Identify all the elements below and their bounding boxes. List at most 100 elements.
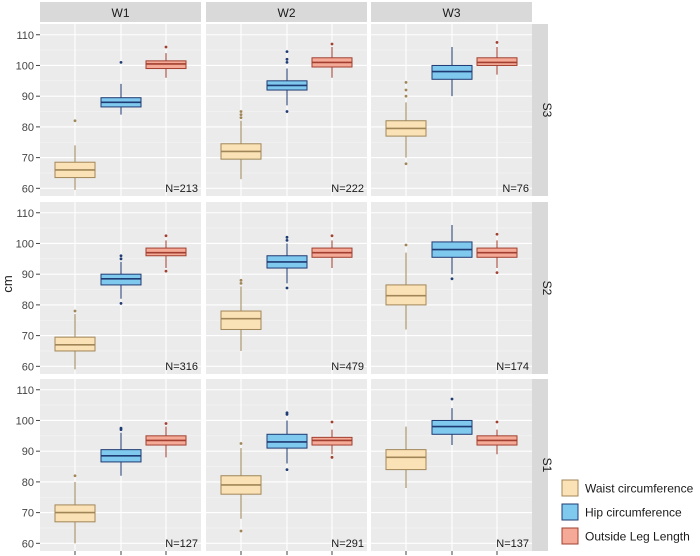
box-hip-circumference — [431, 47, 473, 97]
y-tick-label: 80 — [22, 122, 34, 134]
y-tick-label: 80 — [22, 477, 34, 489]
y-tick-label: 100 — [16, 415, 34, 427]
box-iqr — [385, 449, 427, 471]
outlier-point — [239, 110, 243, 113]
strip-background — [530, 202, 548, 374]
box-waist-circumference — [385, 80, 427, 166]
box-outside-leg-length — [145, 422, 187, 458]
box-waist-circumference — [54, 474, 96, 544]
outlier-point — [119, 301, 123, 305]
column-strip-w3: W3 — [371, 2, 532, 22]
outlier-point — [164, 45, 168, 49]
row-strip-s3: S3 — [530, 24, 554, 196]
column-strip-label: W3 — [443, 6, 461, 20]
box-waist-circumference — [54, 119, 96, 190]
panel-s3-w1: N=213 — [40, 24, 201, 196]
outlier-point — [404, 243, 408, 247]
legend-label: Outside Leg Length — [585, 530, 690, 544]
legend-item: Outside Leg Length — [561, 527, 690, 545]
outlier-point — [285, 238, 289, 242]
legend-label: Waist circumference — [585, 482, 694, 496]
box-outside-leg-length — [311, 234, 353, 269]
box-iqr — [220, 310, 262, 330]
box-waist-circumference — [54, 309, 96, 370]
y-tick-label: 110 — [16, 208, 34, 220]
box-waist-circumference — [220, 442, 262, 533]
y-tick-label: 70 — [22, 331, 34, 343]
sample-size-label: N=127 — [165, 538, 198, 550]
y-tick-label: 100 — [16, 238, 34, 250]
y-tick-label: 90 — [22, 446, 34, 458]
panel-s2-w2: N=479 — [206, 202, 367, 374]
outlier-point — [285, 57, 289, 61]
box-waist-circumference — [385, 426, 427, 489]
y-axis-s3: 60 70 80 90 100 110 — [16, 30, 40, 195]
box-hip-circumference — [100, 254, 142, 305]
y-tick-label: 110 — [16, 30, 34, 42]
outlier-point — [495, 420, 499, 424]
outlier-point — [450, 397, 454, 401]
sample-size-label: N=213 — [165, 183, 198, 195]
panel-s3-w3: N=76 — [371, 24, 532, 196]
legend-item: Hip circumference — [561, 503, 682, 521]
box-waist-circumference — [220, 110, 262, 180]
outlier-point — [495, 232, 499, 236]
y-tick-label: 100 — [16, 60, 34, 72]
y-tick-label: 70 — [22, 508, 34, 520]
y-tick-label: 90 — [22, 269, 34, 281]
box-outside-leg-length — [476, 41, 518, 75]
outlier-point — [404, 94, 408, 98]
sample-size-label: N=222 — [331, 183, 364, 195]
outlier-point — [330, 42, 334, 46]
panel-s2-w1: N=316 — [40, 202, 201, 374]
legend: Waist circumference Hip circumference Outs… — [561, 479, 694, 545]
strip-background — [40, 2, 201, 22]
sample-size-label: N=174 — [496, 361, 529, 373]
outlier-point — [285, 468, 289, 472]
y-axis-s1: 60 70 80 90 100 110 — [16, 385, 40, 550]
y-tick-label: 70 — [22, 153, 34, 165]
y-tick-label: 60 — [22, 183, 34, 195]
box-hip-circumference — [431, 397, 473, 446]
outlier-point — [285, 60, 289, 64]
box-outside-leg-length — [311, 420, 353, 459]
sample-size-label: N=479 — [331, 361, 364, 373]
panel-s2-w3: N=174 — [371, 202, 532, 374]
legend-swatch — [561, 527, 579, 545]
outlier-point — [239, 442, 243, 445]
box-outside-leg-length — [311, 42, 353, 78]
outlier-point — [285, 50, 289, 54]
column-strip-w1: W1 — [40, 2, 201, 22]
outlier-point — [73, 309, 77, 313]
outlier-point — [239, 278, 243, 282]
outlier-point — [239, 529, 243, 533]
y-tick-label: 110 — [16, 385, 34, 397]
strip-background — [530, 24, 548, 196]
outlier-point — [73, 119, 77, 123]
outlier-point — [239, 281, 243, 285]
strip-background — [530, 379, 548, 551]
sample-size-label: N=137 — [496, 538, 529, 550]
outlier-point — [495, 41, 499, 44]
row-strip-s1: S1 — [530, 379, 554, 551]
sample-size-label: N=316 — [165, 361, 198, 373]
outlier-point — [285, 286, 289, 290]
strip-background — [206, 2, 367, 22]
panel-s1-w2: N=291 — [206, 379, 367, 551]
y-tick-label: 60 — [22, 538, 34, 550]
outlier-point — [239, 113, 243, 117]
column-strip-w2: W2 — [206, 2, 367, 22]
outlier-point — [164, 269, 168, 273]
outlier-point — [73, 474, 77, 478]
row-strip-label: S1 — [540, 458, 554, 473]
outlier-point — [404, 162, 408, 166]
column-strip-label: W2 — [278, 6, 296, 20]
y-tick-label: 90 — [22, 91, 34, 103]
outlier-point — [330, 455, 334, 459]
outlier-point — [404, 80, 408, 84]
sample-size-label: N=76 — [502, 183, 529, 195]
box-hip-circumference — [266, 235, 308, 290]
x-axis-ticks — [74, 551, 498, 555]
outlier-point — [119, 60, 123, 64]
